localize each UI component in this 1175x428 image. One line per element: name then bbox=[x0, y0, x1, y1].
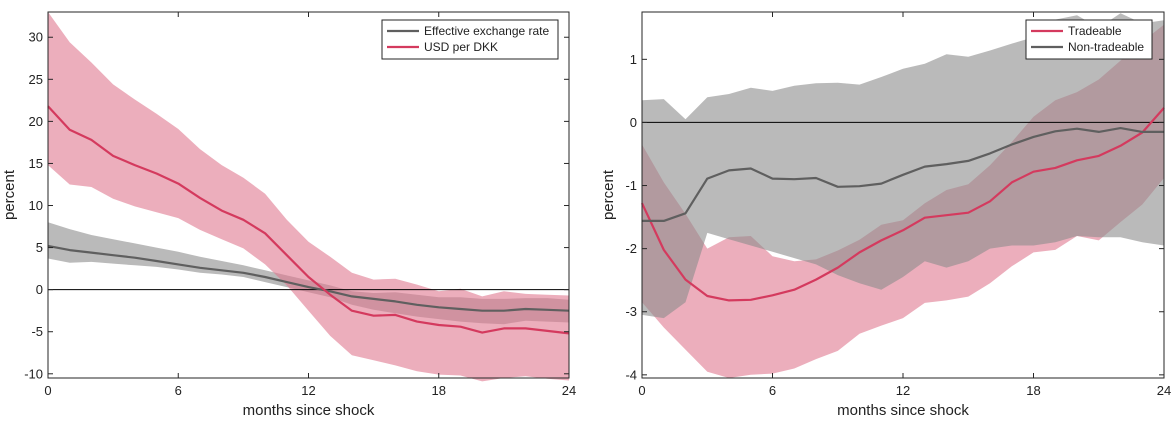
x-tick-label: 24 bbox=[1157, 383, 1171, 398]
x-tick-label: 0 bbox=[44, 383, 51, 398]
x-ticks: 0 6 12 18 24 bbox=[638, 12, 1171, 398]
x-axis-label: months since shock bbox=[837, 402, 969, 419]
legend: Effective exchange rate USD per DKK bbox=[381, 19, 559, 60]
y-tick-label: -10 bbox=[24, 366, 43, 381]
band-1 bbox=[642, 24, 1164, 378]
y-axis-label: percent bbox=[600, 169, 617, 220]
series-lines bbox=[47, 105, 570, 335]
y-ticks: -10 -5 0 5 10 15 20 25 30 bbox=[24, 30, 569, 381]
y-tick-label: 30 bbox=[29, 30, 43, 45]
series-line-1 bbox=[641, 107, 1165, 302]
y-axis-label: percent bbox=[1, 169, 18, 220]
x-axis-label: months since shock bbox=[243, 402, 375, 419]
y-ticks: -4 -3 -2 -1 0 1 bbox=[625, 52, 1164, 382]
legend: Tradeable Non-tradeable bbox=[1025, 19, 1153, 60]
series-line-2 bbox=[642, 127, 1164, 222]
x-tick-label: 6 bbox=[175, 383, 182, 398]
y-tick-label: 0 bbox=[36, 282, 43, 297]
legend-label-2: Non-tradeable bbox=[1068, 40, 1144, 54]
legend-label-1: Tradeable bbox=[1068, 24, 1122, 38]
x-tick-label: 0 bbox=[638, 383, 645, 398]
chart-panel-1: 0 6 12 18 24 -10 -5 0 5 10 15 20 25 30 months since sh… bbox=[1, 11, 576, 419]
legend-label-1: Effective exchange rate bbox=[424, 24, 550, 38]
chart-panel-2: 0 6 12 18 24 -4 -3 -2 -1 0 1 months since shock perc… bbox=[600, 11, 1171, 419]
x-tick-label: 12 bbox=[301, 383, 315, 398]
confidence-bands bbox=[642, 13, 1164, 378]
legend-label-2: USD per DKK bbox=[424, 40, 498, 54]
x-tick-label: 24 bbox=[562, 383, 576, 398]
x-tick-label: 12 bbox=[896, 383, 910, 398]
y-tick-label: -1 bbox=[625, 178, 637, 193]
series-line-1 bbox=[47, 244, 570, 312]
x-tick-label: 18 bbox=[432, 383, 446, 398]
y-tick-label: 10 bbox=[29, 198, 43, 213]
series-lines bbox=[641, 107, 1165, 302]
y-tick-label: 25 bbox=[29, 72, 43, 87]
y-tick-label: -4 bbox=[625, 367, 637, 382]
y-tick-label: 0 bbox=[630, 115, 637, 130]
x-tick-label: 18 bbox=[1026, 383, 1040, 398]
y-tick-label: -3 bbox=[625, 304, 637, 319]
band-2 bbox=[48, 12, 569, 382]
series-line-2 bbox=[47, 105, 570, 335]
y-tick-label: 20 bbox=[29, 114, 43, 129]
legend-box bbox=[1025, 19, 1153, 60]
x-tick-label: 6 bbox=[769, 383, 776, 398]
x-ticks: 0 6 12 18 24 bbox=[44, 12, 576, 398]
y-tick-label: -5 bbox=[31, 324, 43, 339]
legend-box bbox=[381, 19, 559, 60]
confidence-bands bbox=[48, 12, 569, 382]
y-tick-label: 1 bbox=[630, 52, 637, 67]
y-tick-label: -2 bbox=[625, 241, 637, 256]
y-tick-label: 15 bbox=[29, 156, 43, 171]
y-tick-label: 5 bbox=[36, 240, 43, 255]
band-2 bbox=[642, 13, 1164, 319]
